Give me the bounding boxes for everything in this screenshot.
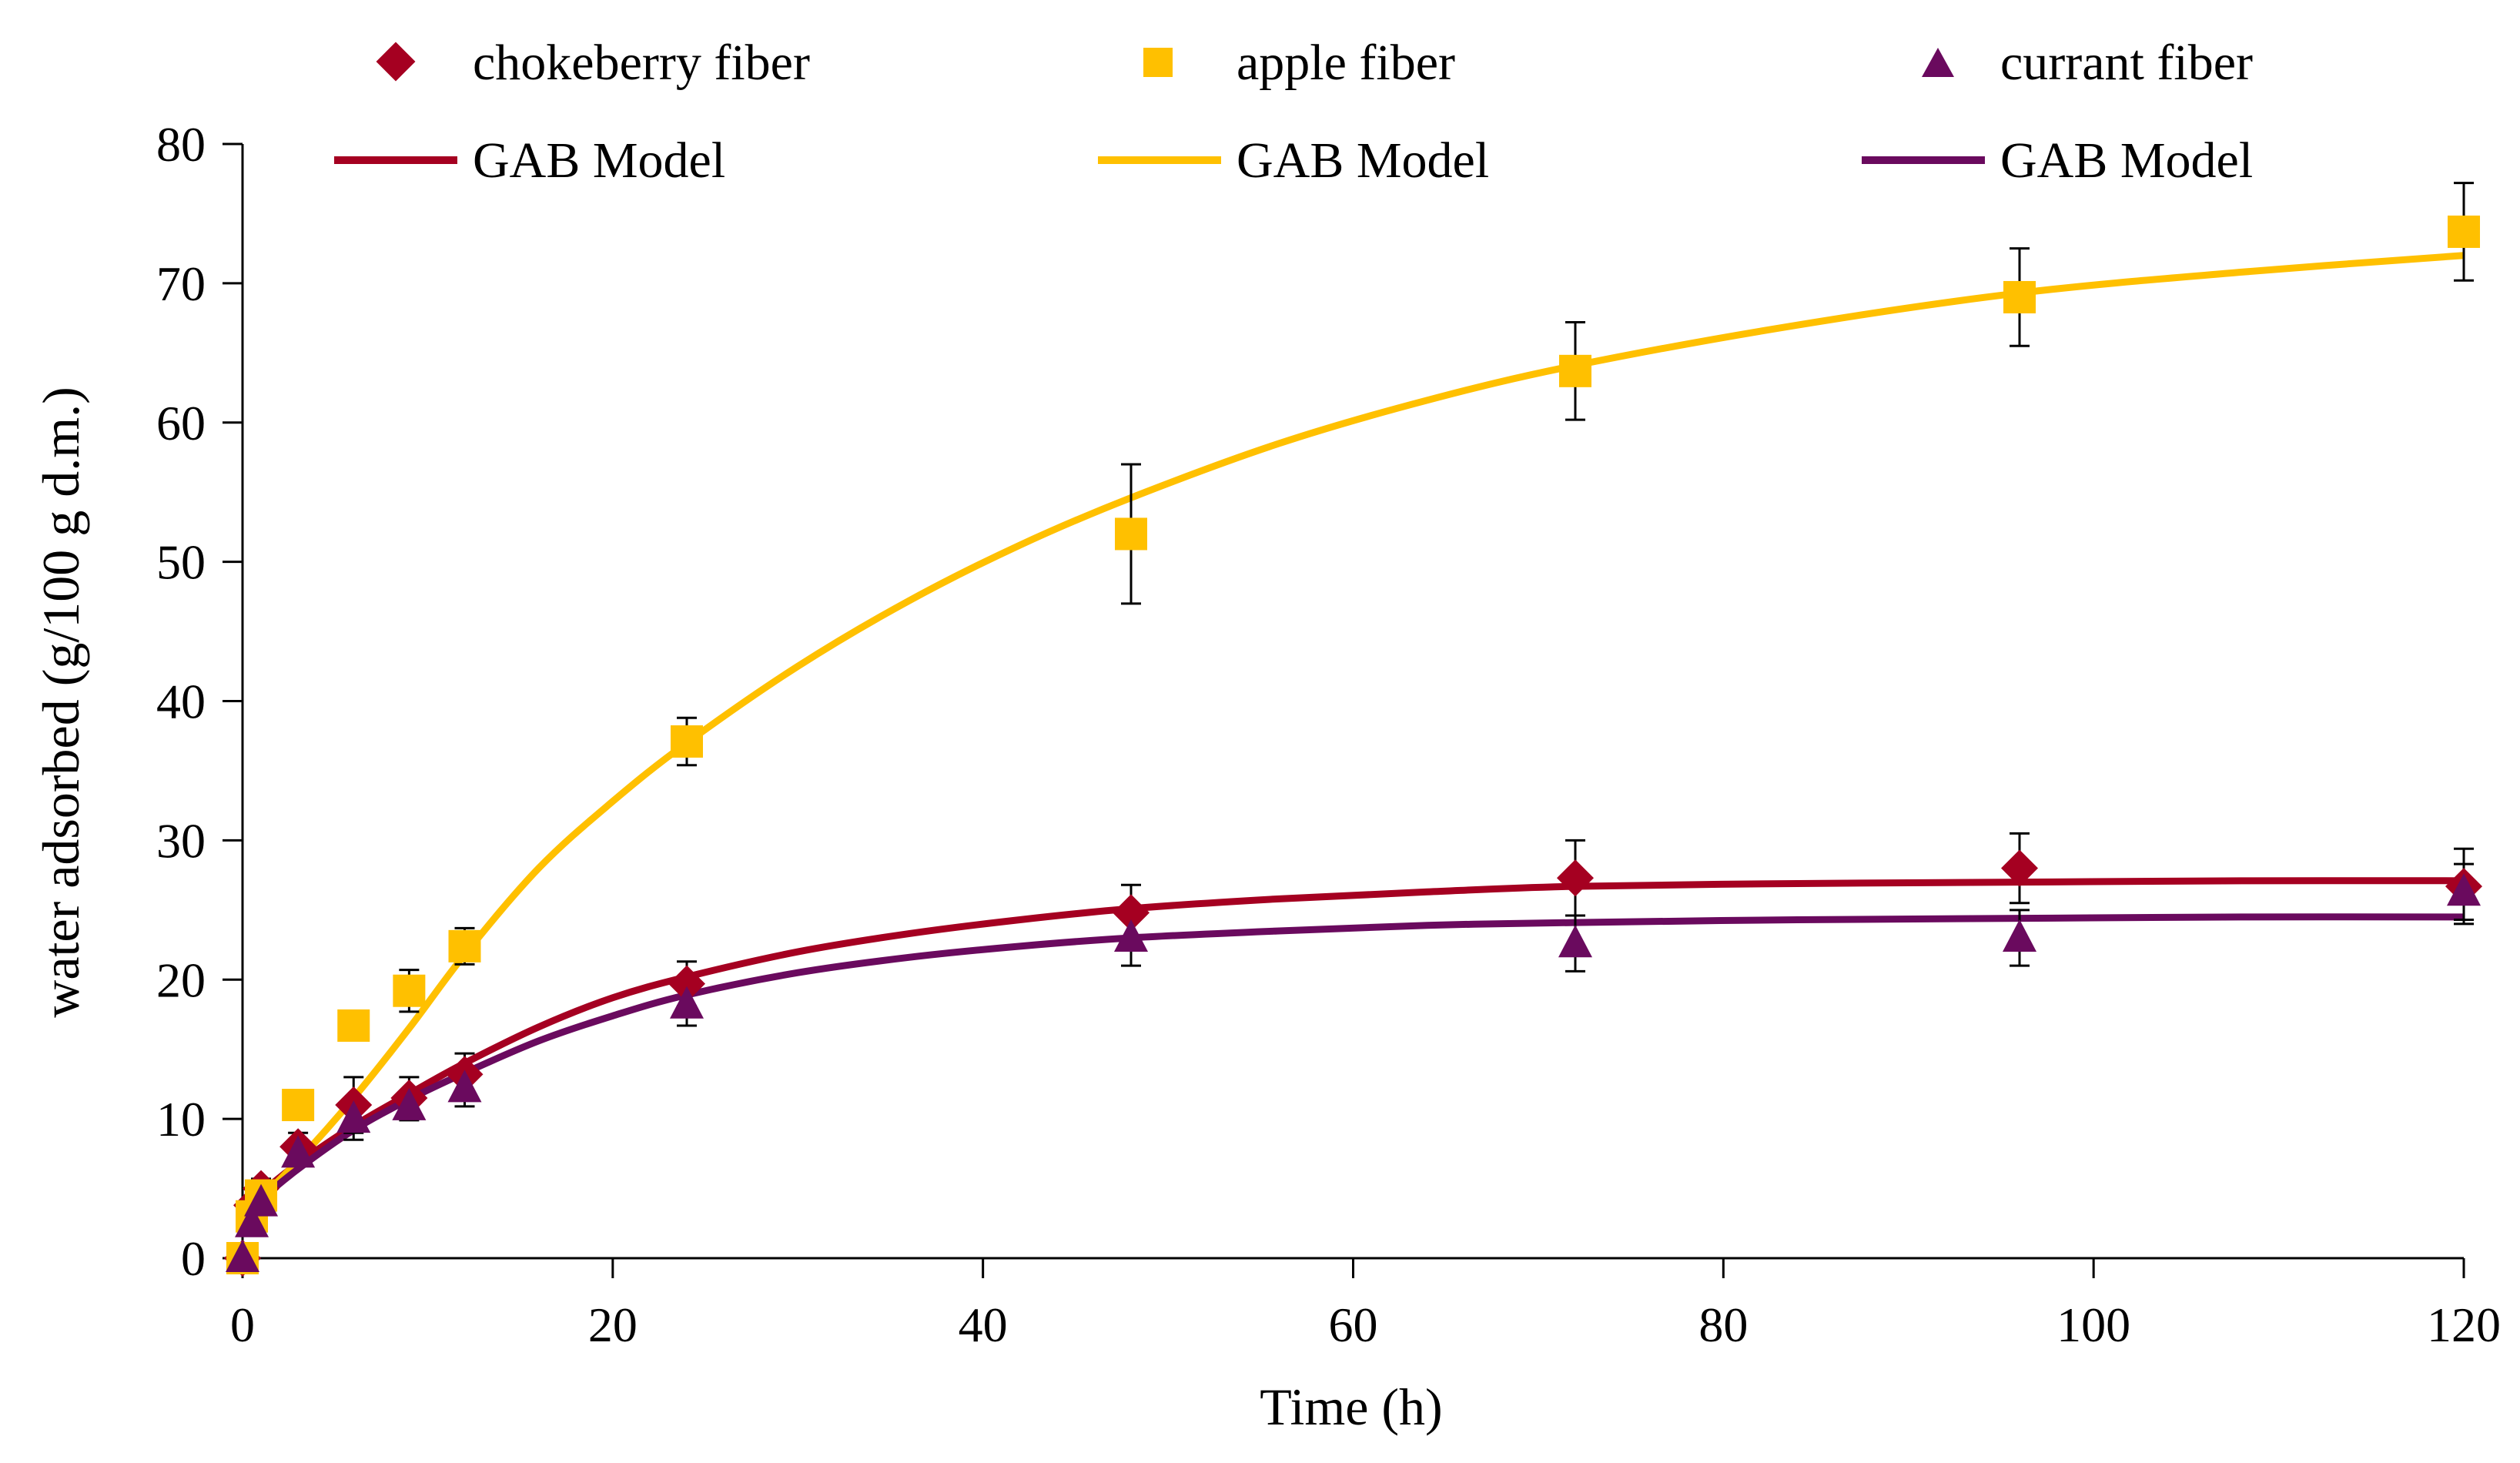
- data-point-currant-10: [2003, 919, 2036, 952]
- legend-label-gab-currant: GAB Model: [2000, 132, 2253, 189]
- y-tick-label-50: 50: [156, 535, 206, 590]
- legend-item-chokeberry: chokeberry fiber: [376, 35, 810, 91]
- data-point-currant-7: [670, 986, 704, 1019]
- x-tick-label-120: 120: [2427, 1297, 2501, 1352]
- legend-item-gab-chokeberry: GAB Model: [334, 132, 725, 189]
- x-tick-label-0: 0: [230, 1297, 255, 1352]
- data-point-currant-0: [226, 1240, 259, 1272]
- data-point-chokeberry-9: [1557, 859, 1594, 897]
- plot-area: 0 10 20 30 40 50 60 70 80 0 20 40 60 80 100 120: [156, 117, 2501, 1352]
- data-point-chokeberry-10: [2001, 849, 2038, 887]
- data-point-currant-9: [1558, 925, 1592, 958]
- y-tick-label-0: 0: [181, 1231, 206, 1286]
- data-point-chokeberry-7: [668, 965, 705, 1003]
- data-point-apple-3: [282, 1089, 315, 1122]
- data-point-chokeberry-8: [1113, 894, 1150, 932]
- legend: chokeberry fiber apple fiber currant fib…: [334, 35, 2253, 189]
- legend-label-currant: currant fiber: [2000, 35, 2253, 91]
- y-tick-label-70: 70: [156, 256, 206, 311]
- data-point-apple-7: [671, 725, 703, 758]
- legend-item-currant: currant fiber: [1922, 35, 2253, 91]
- legend-marker-currant: [1922, 48, 1954, 77]
- data-point-apple-8: [1115, 517, 1147, 551]
- x-tick-label-20: 20: [588, 1297, 638, 1352]
- legend-marker-apple: [1143, 48, 1173, 77]
- legend-label-apple: apple fiber: [1237, 35, 1455, 91]
- data-point-currant-5: [392, 1087, 427, 1120]
- y-tick-label-30: 30: [156, 813, 206, 868]
- y-tick-label-10: 10: [156, 1092, 206, 1147]
- data-point-currant-6: [447, 1070, 482, 1103]
- data-point-apple-10: [2003, 280, 2036, 313]
- legend-label-chokeberry: chokeberry fiber: [473, 35, 810, 91]
- data-point-currant-1: [235, 1204, 269, 1237]
- legend-marker-chokeberry: [376, 42, 416, 82]
- x-tick-label-40: 40: [959, 1297, 1008, 1352]
- data-point-apple-11: [2448, 215, 2480, 248]
- x-axis-title: Time (h): [1260, 1378, 1442, 1436]
- y-tick-label-20: 20: [156, 952, 206, 1007]
- x-tick-label-60: 60: [1329, 1297, 1378, 1352]
- gab-model-line-currant: [239, 913, 2465, 1222]
- data-point-currant-8: [1114, 919, 1148, 952]
- legend-item-gab-currant: GAB Model: [1862, 132, 2253, 189]
- data-point-apple-4: [337, 1009, 370, 1042]
- legend-label-gab-chokeberry: GAB Model: [473, 132, 725, 189]
- y-tick-label-40: 40: [156, 675, 206, 729]
- data-point-apple-9: [1559, 354, 1591, 387]
- data-point-currant-4: [336, 1100, 371, 1133]
- y-tick-label-60: 60: [156, 396, 206, 450]
- y-axis-title: water adsorbed (g/100 g d.m.): [32, 387, 90, 1018]
- data-point-currant-2: [244, 1183, 279, 1217]
- data-point-apple-5: [393, 974, 426, 1007]
- data-point-apple-6: [448, 929, 481, 962]
- data-point-currant-3: [281, 1135, 316, 1168]
- legend-label-gab-apple: GAB Model: [1237, 132, 1489, 189]
- legend-item-gab-apple: GAB Model: [1098, 132, 1489, 189]
- legend-item-apple: apple fiber: [1143, 35, 1455, 91]
- data-point-currant-11: [2447, 873, 2481, 906]
- y-tick-label-80: 80: [156, 117, 206, 172]
- x-tick-label-100: 100: [2056, 1297, 2130, 1352]
- gab-model-line-apple: [239, 252, 2465, 1219]
- x-tick-label-80: 80: [1698, 1297, 1748, 1352]
